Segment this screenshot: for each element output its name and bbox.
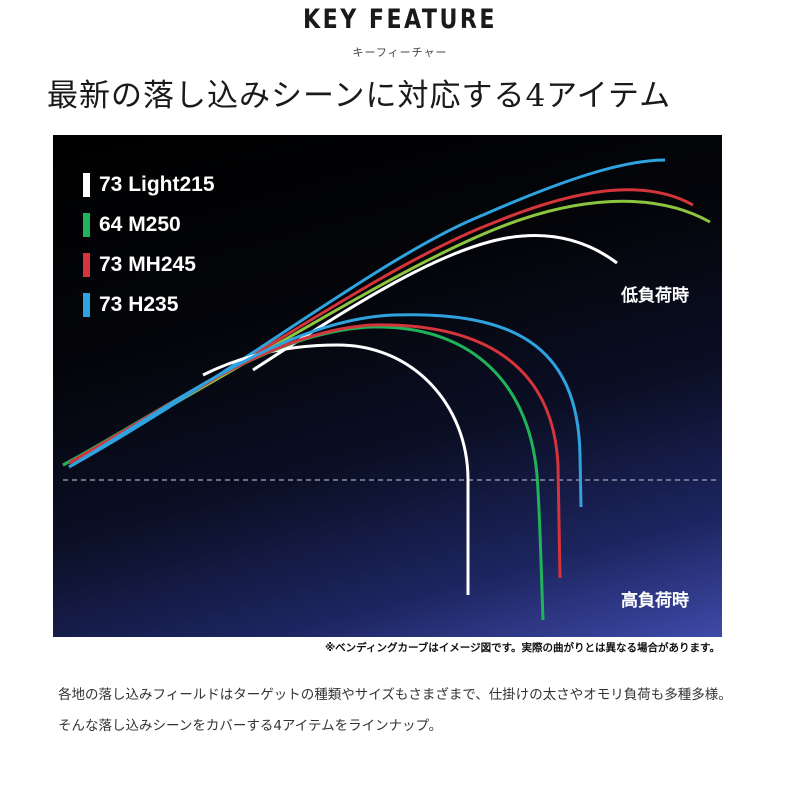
legend-swatch-white	[83, 173, 90, 197]
legend-swatch-blue	[83, 293, 90, 317]
curve-high-h235	[68, 313, 583, 508]
legend-label: 64 M250	[99, 213, 181, 236]
legend-item-mh245: 73 MH245	[83, 245, 215, 285]
legend-label: 73 H235	[99, 293, 179, 316]
high-load-label: 高負荷時	[621, 591, 689, 611]
legend-label: 73 MH245	[99, 253, 196, 276]
legend-item-light215: 73 Light215	[83, 165, 215, 205]
legend-swatch-red	[83, 253, 90, 277]
curve-high-m250	[62, 325, 545, 621]
section-kicker-subtitle: キーフィーチャー	[352, 46, 448, 59]
legend-label: 73 Light215	[99, 173, 215, 196]
section-kicker: KEY FEATURE	[302, 4, 498, 35]
bending-curve-diagram: 73 Light215 64 M250 73 MH245 73 H235 低負荷…	[53, 135, 722, 637]
curve-low-light215	[252, 234, 618, 372]
description-paragraph: 各地の落し込みフィールドはターゲットの種類やサイズもさまざまで、仕掛けの太さやオ…	[58, 687, 732, 734]
legend-item-m250: 64 M250	[83, 205, 215, 245]
curve-high-light215	[202, 343, 470, 595]
low-load-label: 低負荷時	[621, 286, 689, 306]
curve-legend: 73 Light215 64 M250 73 MH245 73 H235	[83, 165, 215, 325]
bending-curves	[62, 158, 717, 621]
legend-swatch-green	[83, 213, 90, 237]
diagram-footnote: ※ベンディングカーブはイメージ図です。実際の曲がりとは異なる場合があります。	[324, 642, 720, 654]
page-headline: 最新の落し込みシーンに対応する4アイテム	[47, 78, 672, 114]
legend-item-h235: 73 H235	[83, 285, 215, 325]
